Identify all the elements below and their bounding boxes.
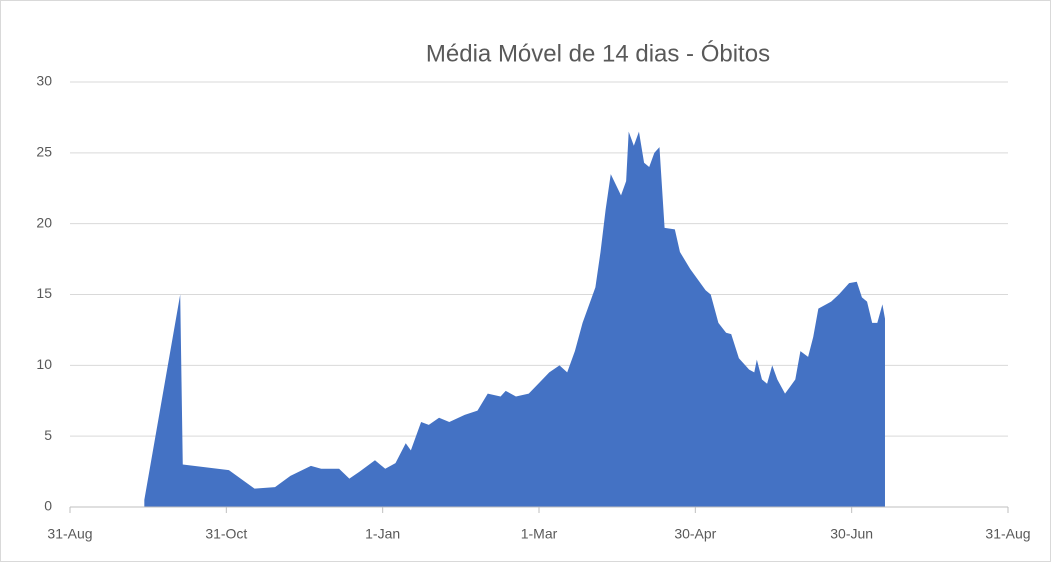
x-tick-label: 31-Oct (205, 526, 247, 542)
y-tick-label: 25 (36, 144, 52, 160)
x-tick-label: 31-Aug (985, 526, 1030, 542)
x-tick-label: 30-Apr (674, 526, 716, 542)
y-tick-label: 5 (44, 427, 52, 443)
x-tick-label: 1-Mar (521, 526, 558, 542)
y-tick-label: 30 (36, 73, 52, 89)
area (144, 131, 885, 508)
y-tick-label: 15 (36, 285, 52, 301)
x-tick-label: 31-Aug (47, 526, 92, 542)
y-tick-label: 20 (36, 214, 52, 230)
y-tick-label: 0 (44, 498, 52, 514)
x-tick-label: 30-Jun (830, 526, 873, 542)
chart-title: Média Móvel de 14 dias - Óbitos (426, 40, 770, 67)
y-tick-label: 10 (36, 356, 52, 372)
x-tick-label: 1-Jan (365, 526, 400, 542)
